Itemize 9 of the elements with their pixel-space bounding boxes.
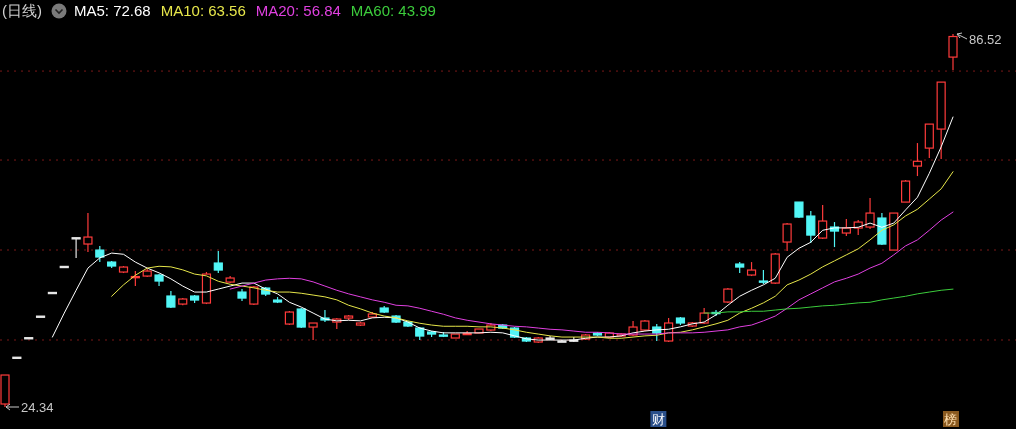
text: 榜	[944, 412, 958, 427]
text: MA20: 56.84	[255, 2, 341, 19]
text: 财	[651, 412, 665, 427]
text: 86.52	[969, 32, 1002, 47]
chart-title: (日线)	[2, 2, 42, 19]
annotation: 24.34	[21, 400, 54, 415]
text: MA10: 63.56	[160, 2, 246, 19]
text: MA5: 72.68	[74, 2, 151, 19]
text: MA60: 43.99	[350, 2, 436, 19]
